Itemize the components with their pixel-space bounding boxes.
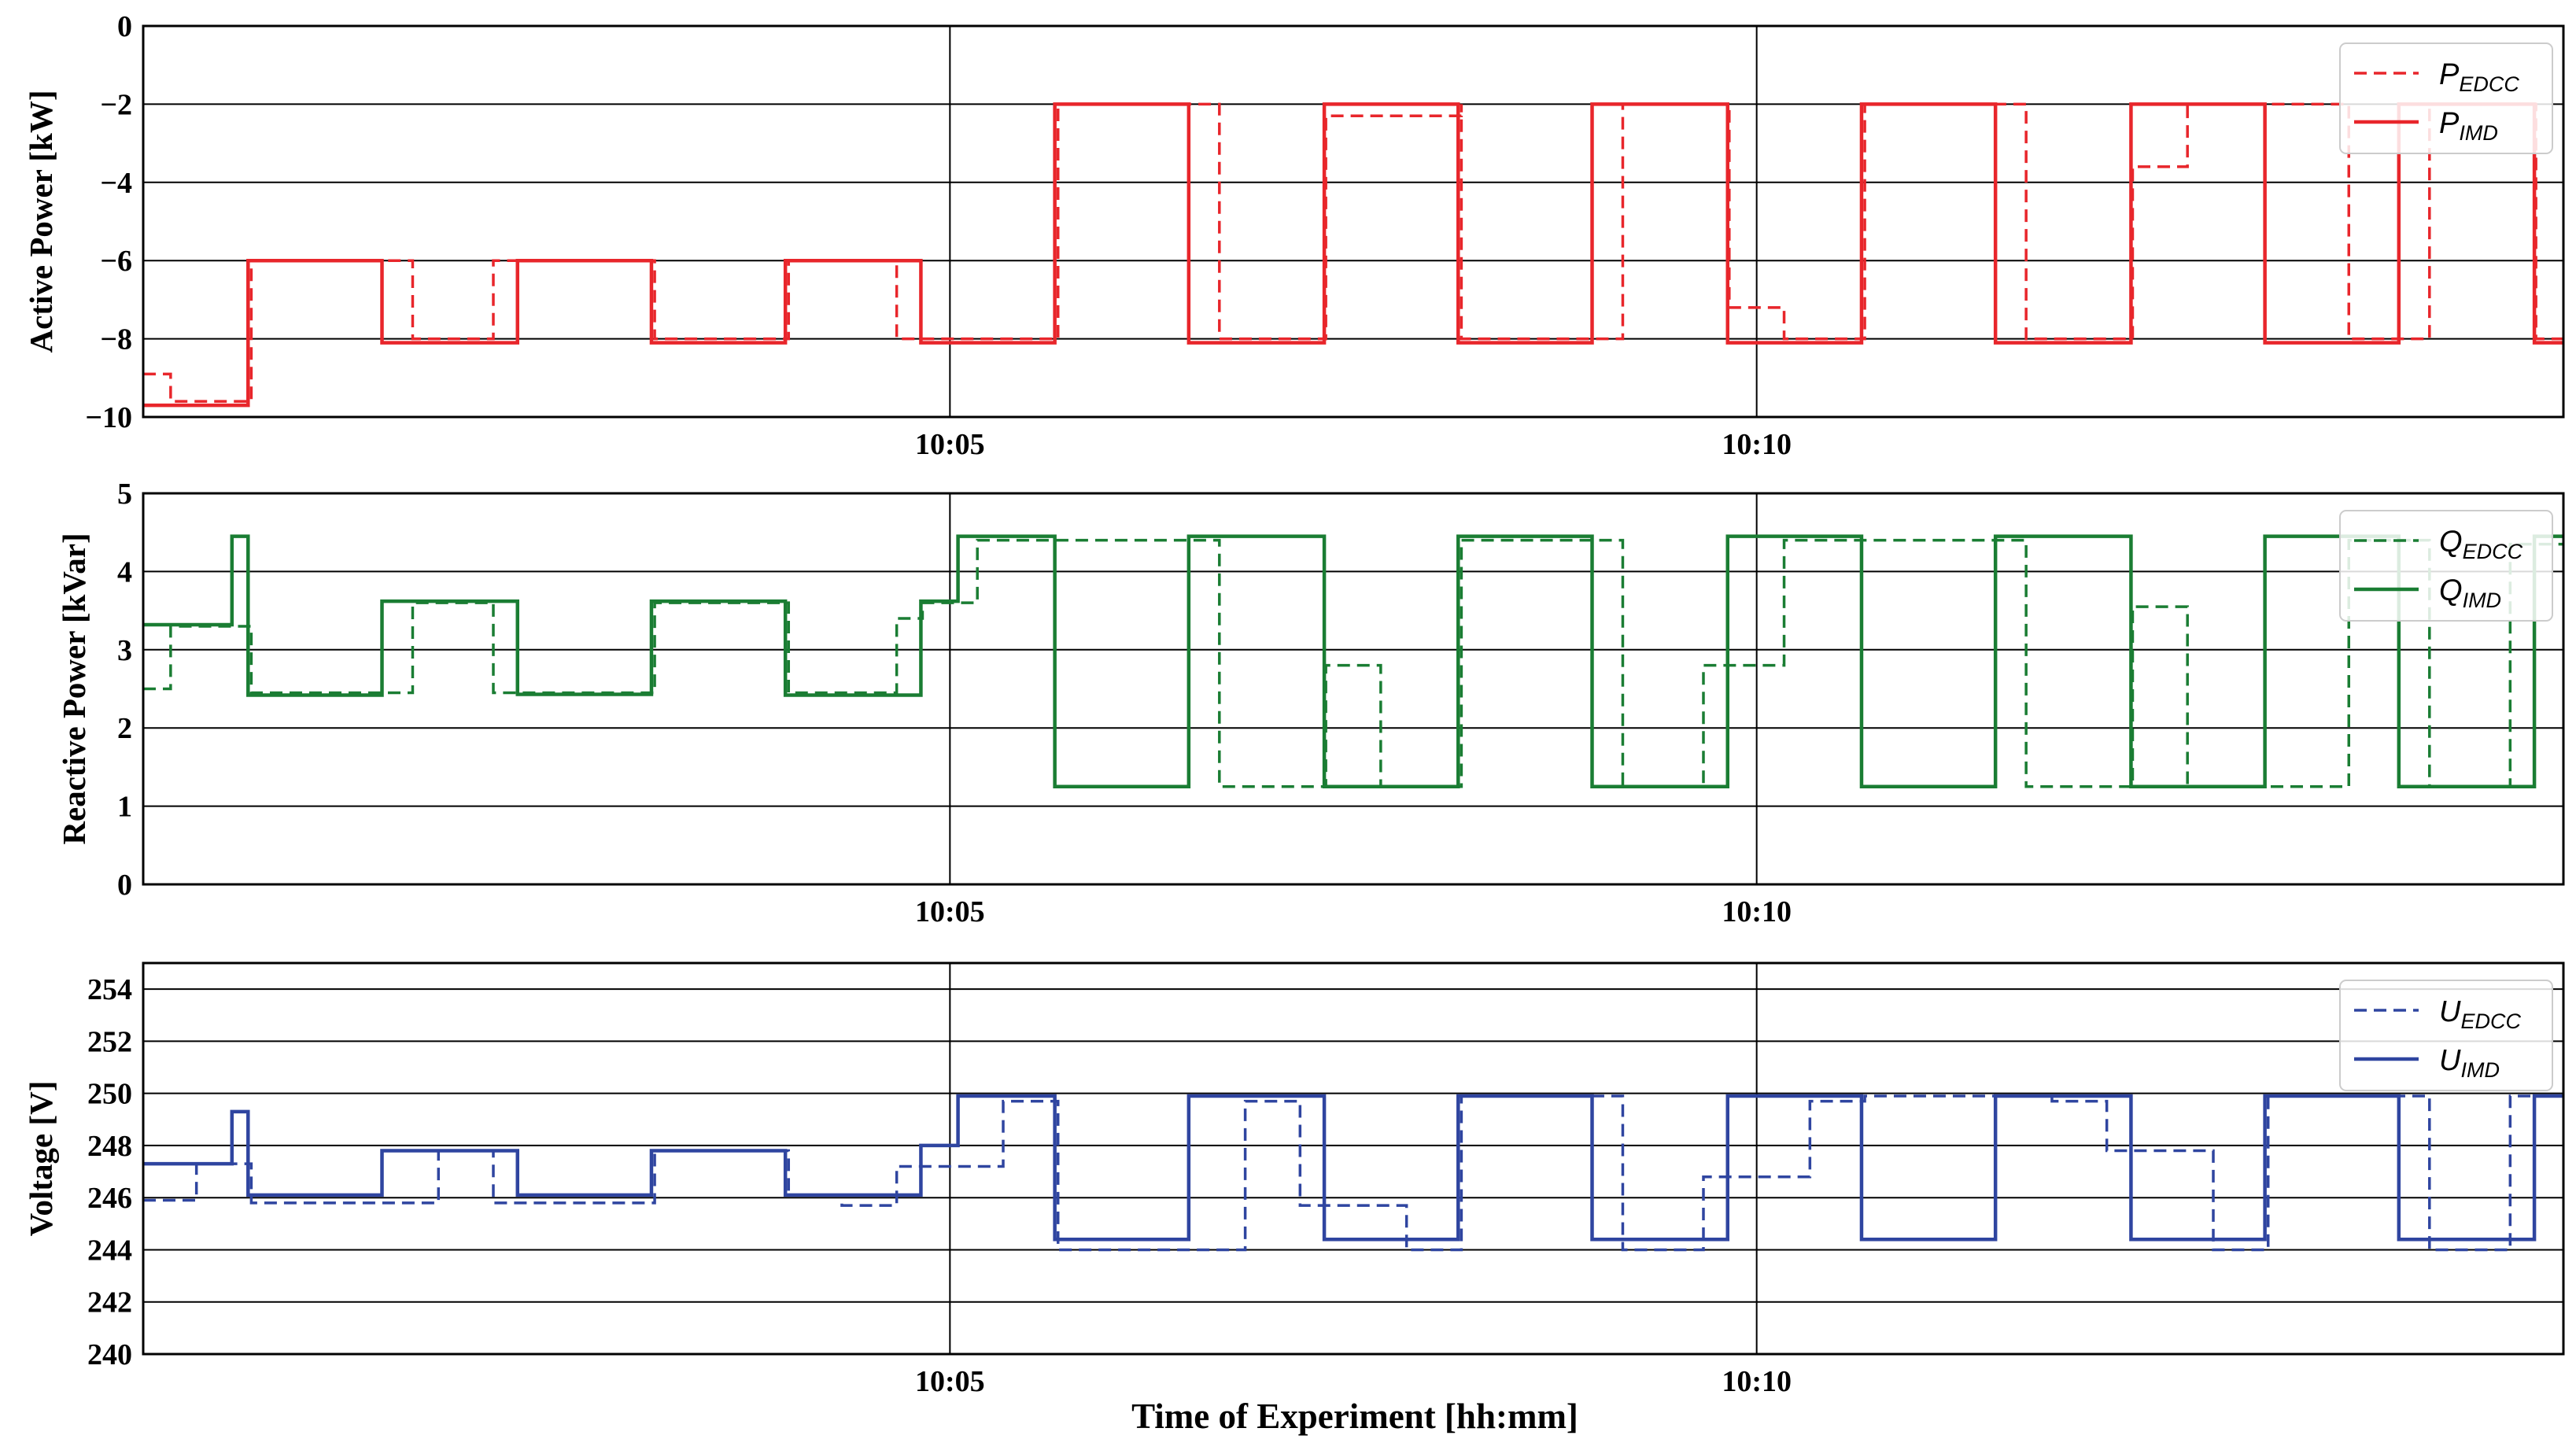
voltage-axes-frame <box>142 961 2565 1356</box>
reactive-power-ytick-label: 2 <box>117 712 132 745</box>
active-power-ytick-label: 0 <box>117 10 132 43</box>
voltage-ytick-label: 252 <box>87 1025 132 1058</box>
legend-label-main: U <box>2439 1044 2461 1077</box>
active-power-series-p-imd <box>143 102 2563 408</box>
reactive-power-legend <box>2339 510 2553 622</box>
reactive-power-xtick-label: 10:10 <box>1722 895 1792 928</box>
active-power-legend-label: PIMD <box>2439 107 2498 145</box>
active-power-y-axis-title: Active Power [kW] <box>23 90 59 353</box>
voltage-legend-label: UEDCC <box>2439 995 2521 1033</box>
reactive-power-ytick-label: 4 <box>117 555 132 589</box>
reactive-power-panel: 0 1 2 3 4 5 10:05 10:10 Reactive Power [kVar] QED… <box>56 478 2565 928</box>
voltage-legend <box>2339 980 2553 1091</box>
reactive-power-xtick-label: 10:05 <box>915 895 985 928</box>
active-power-legend-label: PEDCC <box>2439 58 2519 96</box>
active-power-panel: 0 −2 −4 −6 −8 −10 10:05 10:10 Active Power [kW] P… <box>23 10 2565 461</box>
voltage-series-u-edcc <box>143 1094 2563 1252</box>
reactive-power-ytick-label: 0 <box>117 869 132 902</box>
reactive-power-y-axis-title: Reactive Power [kVar] <box>56 533 92 844</box>
active-power-ytick-label: −10 <box>85 401 132 434</box>
x-axis-title: Time of Experiment [hh:mm] <box>1131 1397 1578 1436</box>
legend-label-subscript: IMD <box>2460 1058 2500 1082</box>
active-power-axes-frame <box>142 24 2565 419</box>
active-power-ytick-label: −6 <box>100 245 132 278</box>
legend-label-main: P <box>2439 58 2460 91</box>
legend-label-main: U <box>2439 995 2461 1028</box>
active-power-ytick-label: −8 <box>100 323 132 356</box>
voltage-ytick-label: 254 <box>87 973 132 1006</box>
voltage-panel: 240 242 244 246 248 250 252 254 10:05 10:10 Voltag… <box>23 961 2565 1398</box>
active-power-xtick-label: 10:05 <box>915 428 985 461</box>
reactive-power-axes-frame <box>142 492 2565 886</box>
reactive-power-ytick-label: 5 <box>117 478 132 511</box>
reactive-power-legend-label: QIMD <box>2439 574 2501 612</box>
legend-label-subscript: IMD <box>2459 121 2498 145</box>
reactive-power-series-q-imd <box>143 534 2563 788</box>
reactive-power-ytick-label: 3 <box>117 634 132 667</box>
legend-label-main: P <box>2439 107 2460 140</box>
voltage-ytick-label: 248 <box>87 1130 132 1163</box>
legend-label-subscript: EDCC <box>2460 1009 2521 1033</box>
active-power-ytick-label: −2 <box>100 88 132 121</box>
legend-label-main: Q <box>2439 574 2463 607</box>
voltage-ytick-label: 250 <box>87 1078 132 1111</box>
legend-label-main: Q <box>2439 526 2463 559</box>
active-power-xtick-label: 10:10 <box>1722 428 1792 461</box>
voltage-series-u-imd <box>143 1094 2563 1242</box>
voltage-y-axis-title: Voltage [V] <box>23 1081 59 1237</box>
legend-label-subscript: EDCC <box>2459 72 2519 96</box>
voltage-xtick-label: 10:05 <box>915 1365 985 1398</box>
reactive-power-ytick-label: 1 <box>117 791 132 824</box>
voltage-legend-label: UIMD <box>2439 1044 2500 1082</box>
voltage-ytick-label: 242 <box>87 1286 132 1319</box>
legend-label-subscript: EDCC <box>2463 540 2523 563</box>
voltage-xtick-label: 10:10 <box>1722 1365 1792 1398</box>
voltage-ytick-label: 240 <box>87 1338 132 1371</box>
active-power-legend <box>2339 42 2553 154</box>
legend-label-subscript: IMD <box>2463 589 2502 612</box>
active-power-ytick-label: −4 <box>100 167 132 200</box>
reactive-power-series-q-edcc <box>143 538 2563 788</box>
active-power-series-p-edcc <box>143 102 2563 403</box>
voltage-ytick-label: 244 <box>87 1234 132 1267</box>
voltage-ytick-label: 246 <box>87 1182 132 1215</box>
reactive-power-legend-label: QEDCC <box>2439 526 2523 563</box>
